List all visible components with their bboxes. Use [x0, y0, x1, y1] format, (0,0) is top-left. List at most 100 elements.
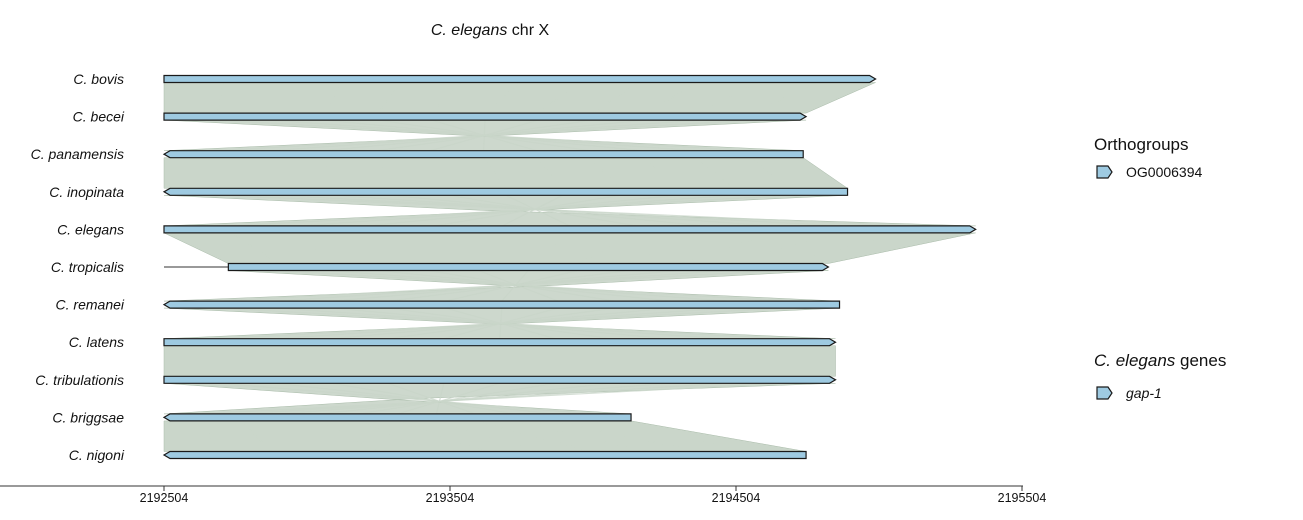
synteny-strand: [216, 82, 224, 114]
species-label: C. becei: [73, 109, 125, 125]
synteny-block: [163, 232, 976, 264]
synteny-strand: [645, 81, 698, 114]
synteny-strand: [366, 232, 379, 264]
synteny-strand: [778, 232, 909, 265]
gene-track: [164, 262, 830, 272]
gene-track: [163, 375, 837, 384]
synteny-strand: [275, 382, 554, 415]
synteny-strand: [387, 382, 476, 415]
synteny-strand: [231, 194, 791, 227]
gene-track: [162, 187, 849, 196]
synteny-strand: [217, 119, 753, 152]
synteny-strand: [202, 382, 780, 415]
species-label: C. briggsae: [52, 409, 124, 425]
gene-track: [162, 450, 807, 460]
synteny-ribbon-1: [163, 119, 807, 152]
synteny-strand: [728, 232, 841, 265]
axis-tick-label: 2194504: [712, 491, 761, 505]
synteny-strand: [591, 81, 639, 114]
synteny-block: [163, 82, 876, 114]
axis-tick-label: 2193504: [426, 491, 475, 505]
synteny-strand: [323, 82, 343, 114]
synteny-strand: [431, 82, 461, 114]
gene-track: [162, 150, 804, 159]
synteny-ribbon-5: [163, 269, 840, 302]
synteny-strand: [391, 194, 706, 227]
species-label: C. inopinata: [49, 184, 124, 200]
synteny-strand: [592, 420, 753, 453]
gene-arrow: [227, 262, 830, 272]
synteny-strand: [358, 420, 432, 453]
gene-arrow: [162, 300, 841, 309]
synteny-strand: [427, 232, 436, 264]
synteny-strand: [219, 382, 593, 415]
synteny-strand: [505, 194, 571, 227]
synteny-strand: [501, 270, 529, 302]
synteny-strand: [319, 382, 612, 415]
synteny-strand: [216, 157, 222, 189]
legend-gene-item: gap-1: [1126, 385, 1162, 401]
gene-track: [163, 225, 977, 234]
synteny-strand: [323, 157, 336, 189]
synteny-ribbon-9: [163, 420, 807, 453]
gene-arrow: [163, 112, 808, 121]
synteny-strand: [536, 157, 564, 189]
species-label: C. panamensis: [31, 146, 124, 162]
gene-tracks: [162, 74, 977, 460]
synteny-strand: [376, 157, 393, 189]
gene-arrow: [163, 375, 837, 384]
title-rest: chr X: [507, 22, 549, 39]
synteny-strand: [538, 82, 580, 114]
gene-arrow: [162, 413, 632, 422]
synteny-strand: [377, 82, 402, 114]
synteny-strand: [435, 383, 445, 415]
gene-track: [163, 338, 837, 347]
synteny-strand: [528, 232, 571, 264]
species-labels: C. bovis C. becei C. panamensis C. inopinat…: [31, 71, 125, 463]
synteny-strand: [397, 420, 486, 453]
synteny-strand: [428, 269, 615, 302]
synteny-strand: [448, 194, 638, 227]
synteny-strand: [678, 232, 773, 265]
synteny-strand: [553, 420, 700, 453]
title-species: C. elegans: [431, 22, 508, 39]
synteny-ribbons: [163, 81, 976, 453]
synteny-strand: [501, 194, 564, 227]
legend-orthogroup-item: OG0006394: [1126, 164, 1202, 180]
legend-genes-species: C. elegans: [1094, 351, 1176, 370]
gene-arrow: [162, 187, 849, 196]
synteny-strand: [241, 420, 272, 452]
synteny-strand: [231, 232, 279, 265]
figure-title: C. elegans chr X: [431, 22, 550, 39]
synteny-strand: [478, 269, 559, 302]
legend-orthogroups-title: Orthogroups: [1094, 135, 1189, 154]
synteny-ribbon-2: [163, 157, 849, 189]
species-label: C. remanei: [56, 297, 125, 313]
axis-tick-label: 2192504: [140, 491, 189, 505]
synteny-strand: [477, 232, 503, 264]
synteny-strand: [752, 81, 817, 114]
coordinate-axis: 2192504 2193504 2194504 2195504: [0, 485, 1046, 505]
synteny-strand: [589, 157, 621, 189]
synteny-strand: [397, 382, 500, 415]
orthogroup-swatch-icon: [1096, 165, 1113, 179]
synteny-ribbon-0: [163, 81, 876, 114]
synteny-ribbon-8: [163, 382, 836, 415]
species-label: C. nigoni: [69, 447, 125, 463]
synteny-block-inverted: [163, 383, 836, 415]
synteny-strand: [219, 307, 784, 340]
species-label: C. tropicalis: [51, 259, 124, 275]
synteny-strand: [483, 157, 507, 189]
synteny-strand: [643, 157, 678, 189]
synteny-strand: [749, 157, 791, 189]
synteny-strand: [475, 420, 593, 453]
synteny-strand: [484, 82, 521, 114]
synteny-strand: [696, 157, 734, 189]
synteny-strand: [698, 81, 758, 114]
species-label: C. bovis: [73, 71, 124, 87]
gene-arrow: [162, 450, 807, 460]
synteny-strand: [358, 382, 556, 415]
synteny-strand: [270, 82, 284, 114]
